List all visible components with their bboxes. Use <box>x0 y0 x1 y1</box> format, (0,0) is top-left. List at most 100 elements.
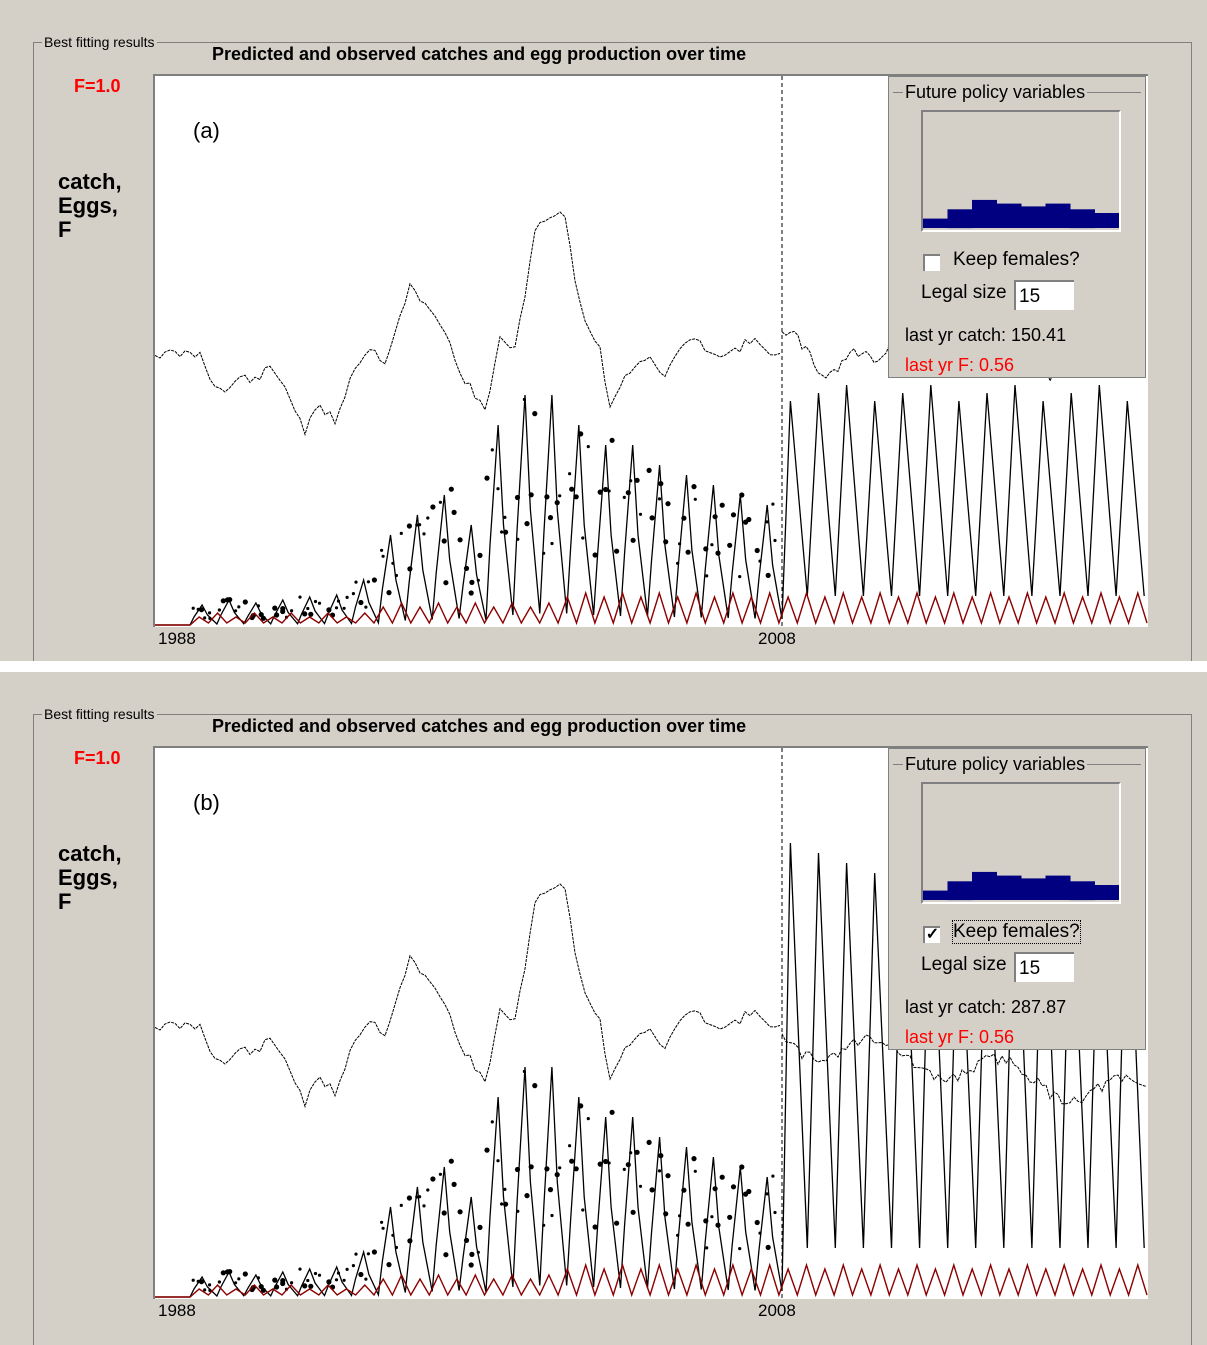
observed-catch-point <box>625 490 631 496</box>
observed-catch-point <box>308 611 314 617</box>
observed-catch-point <box>738 575 742 579</box>
observed-catch-point <box>773 538 777 543</box>
observed-catch-point <box>386 590 392 596</box>
observed-catch-point <box>208 611 212 615</box>
observed-catch-point <box>490 448 494 452</box>
observed-catch-point <box>738 1247 742 1251</box>
observed-catch-point <box>503 515 507 519</box>
observed-catch-point <box>622 495 626 499</box>
observed-catch-point <box>550 1213 554 1218</box>
observed-catch-point <box>457 537 463 543</box>
observed-catch-point <box>217 608 221 612</box>
observed-catch-point <box>573 494 579 500</box>
observed-catch-point <box>457 1209 463 1215</box>
keep-females-label[interactable]: Keep females? <box>952 920 1081 944</box>
legal-size-input[interactable]: 15 <box>1014 280 1074 310</box>
histogram-bar <box>1045 203 1071 228</box>
observed-catch-point <box>544 1166 550 1172</box>
observed-catch-point <box>746 1188 752 1195</box>
observed-catch-point <box>227 597 233 603</box>
legal-size-label: Legal size <box>921 282 1007 303</box>
observed-catch-point <box>592 1224 598 1230</box>
observed-catch-point <box>477 1224 483 1230</box>
observed-catch-point <box>237 605 241 609</box>
observed-catch-point <box>681 1187 687 1193</box>
best-fitting-group <box>33 714 1192 1345</box>
observed-catch-point <box>771 502 775 506</box>
observed-catch-point <box>607 1161 611 1165</box>
policy-legend: Future policy variables <box>903 754 1088 775</box>
legal-size-input[interactable]: 15 <box>1014 952 1074 982</box>
observed-catch-point <box>430 1176 436 1182</box>
observed-catch-point <box>415 523 419 527</box>
observed-catch-point <box>657 1169 662 1173</box>
observed-catch-point <box>351 1264 355 1268</box>
observed-catch-point <box>765 1192 769 1196</box>
observed-catch-point <box>516 1209 520 1213</box>
observed-catch-point <box>463 565 470 571</box>
observed-catch-point <box>290 609 294 613</box>
observed-catch-point <box>326 607 332 613</box>
observed-catch-point <box>568 1144 572 1148</box>
observed-catch-point <box>629 1151 633 1155</box>
observed-catch-point <box>514 494 521 501</box>
observed-catch-point <box>569 1158 575 1164</box>
observed-catch-point <box>441 538 447 544</box>
observed-catch-point <box>765 520 769 524</box>
observed-catch-point <box>719 1174 725 1180</box>
keep-females-label[interactable]: Keep females? <box>953 249 1080 270</box>
observed-catch-point <box>217 1280 221 1284</box>
observed-catch-point <box>554 500 560 506</box>
observed-catch-point <box>592 552 598 558</box>
histogram-bar <box>972 199 997 228</box>
keep-females-checkbox[interactable] <box>923 254 940 271</box>
observed-catch-point <box>381 554 385 558</box>
observed-catch-point <box>306 606 310 611</box>
observed-catch-point <box>302 1283 308 1289</box>
observed-catch-point <box>730 1184 737 1190</box>
observed-catch-point <box>603 1158 609 1165</box>
observed-catch-point <box>586 445 590 449</box>
observed-catch-point <box>274 612 280 618</box>
observed-catch-point <box>630 537 636 543</box>
observed-catch-point <box>573 1166 579 1172</box>
observed-catch-point <box>345 1267 349 1271</box>
observed-catch-point <box>358 599 364 606</box>
observed-catch-point <box>342 1278 346 1282</box>
observed-catch-point <box>586 1117 590 1121</box>
observed-catch-point <box>646 467 652 473</box>
observed-catch-point <box>703 1218 709 1224</box>
observed-catch-point <box>614 1220 620 1226</box>
observed-catch-point <box>597 489 603 495</box>
observed-catch-point <box>280 606 286 612</box>
observed-catch-point <box>191 1278 195 1282</box>
keep-females-checkbox[interactable]: ✓ <box>923 926 940 943</box>
observed-catch-point <box>715 1222 721 1228</box>
observed-catch-point <box>208 1283 212 1287</box>
fishing-mortality-line <box>155 1262 1148 1298</box>
observed-catch-point <box>366 1252 370 1256</box>
time-series-chart <box>155 76 1148 627</box>
observed-catch-point <box>407 566 413 572</box>
x-tick-1988: 1988 <box>158 629 196 648</box>
observed-catch-point <box>302 611 308 617</box>
observed-catch-point <box>691 1156 697 1162</box>
observed-catch-point <box>663 539 669 545</box>
observed-catch-point <box>364 605 368 609</box>
observed-catch-point <box>422 532 426 536</box>
time-series-chart <box>155 748 1148 1299</box>
observed-catch-point <box>477 552 483 558</box>
observed-catch-point <box>547 1187 554 1193</box>
observed-catch-point <box>426 1188 430 1192</box>
observed-catch-point <box>638 1184 643 1188</box>
observed-catch-point <box>380 1220 384 1224</box>
observed-catch-point <box>649 1187 655 1193</box>
histogram-bar <box>1021 206 1046 228</box>
histogram-bar <box>1094 213 1119 228</box>
x-tick-1988: 1988 <box>158 1301 196 1320</box>
observed-catch-point <box>609 437 615 443</box>
observed-catch-point <box>441 1210 447 1216</box>
observed-catch-point <box>607 489 611 493</box>
observed-catch-point <box>203 616 207 620</box>
observed-catch-point <box>298 1267 302 1271</box>
